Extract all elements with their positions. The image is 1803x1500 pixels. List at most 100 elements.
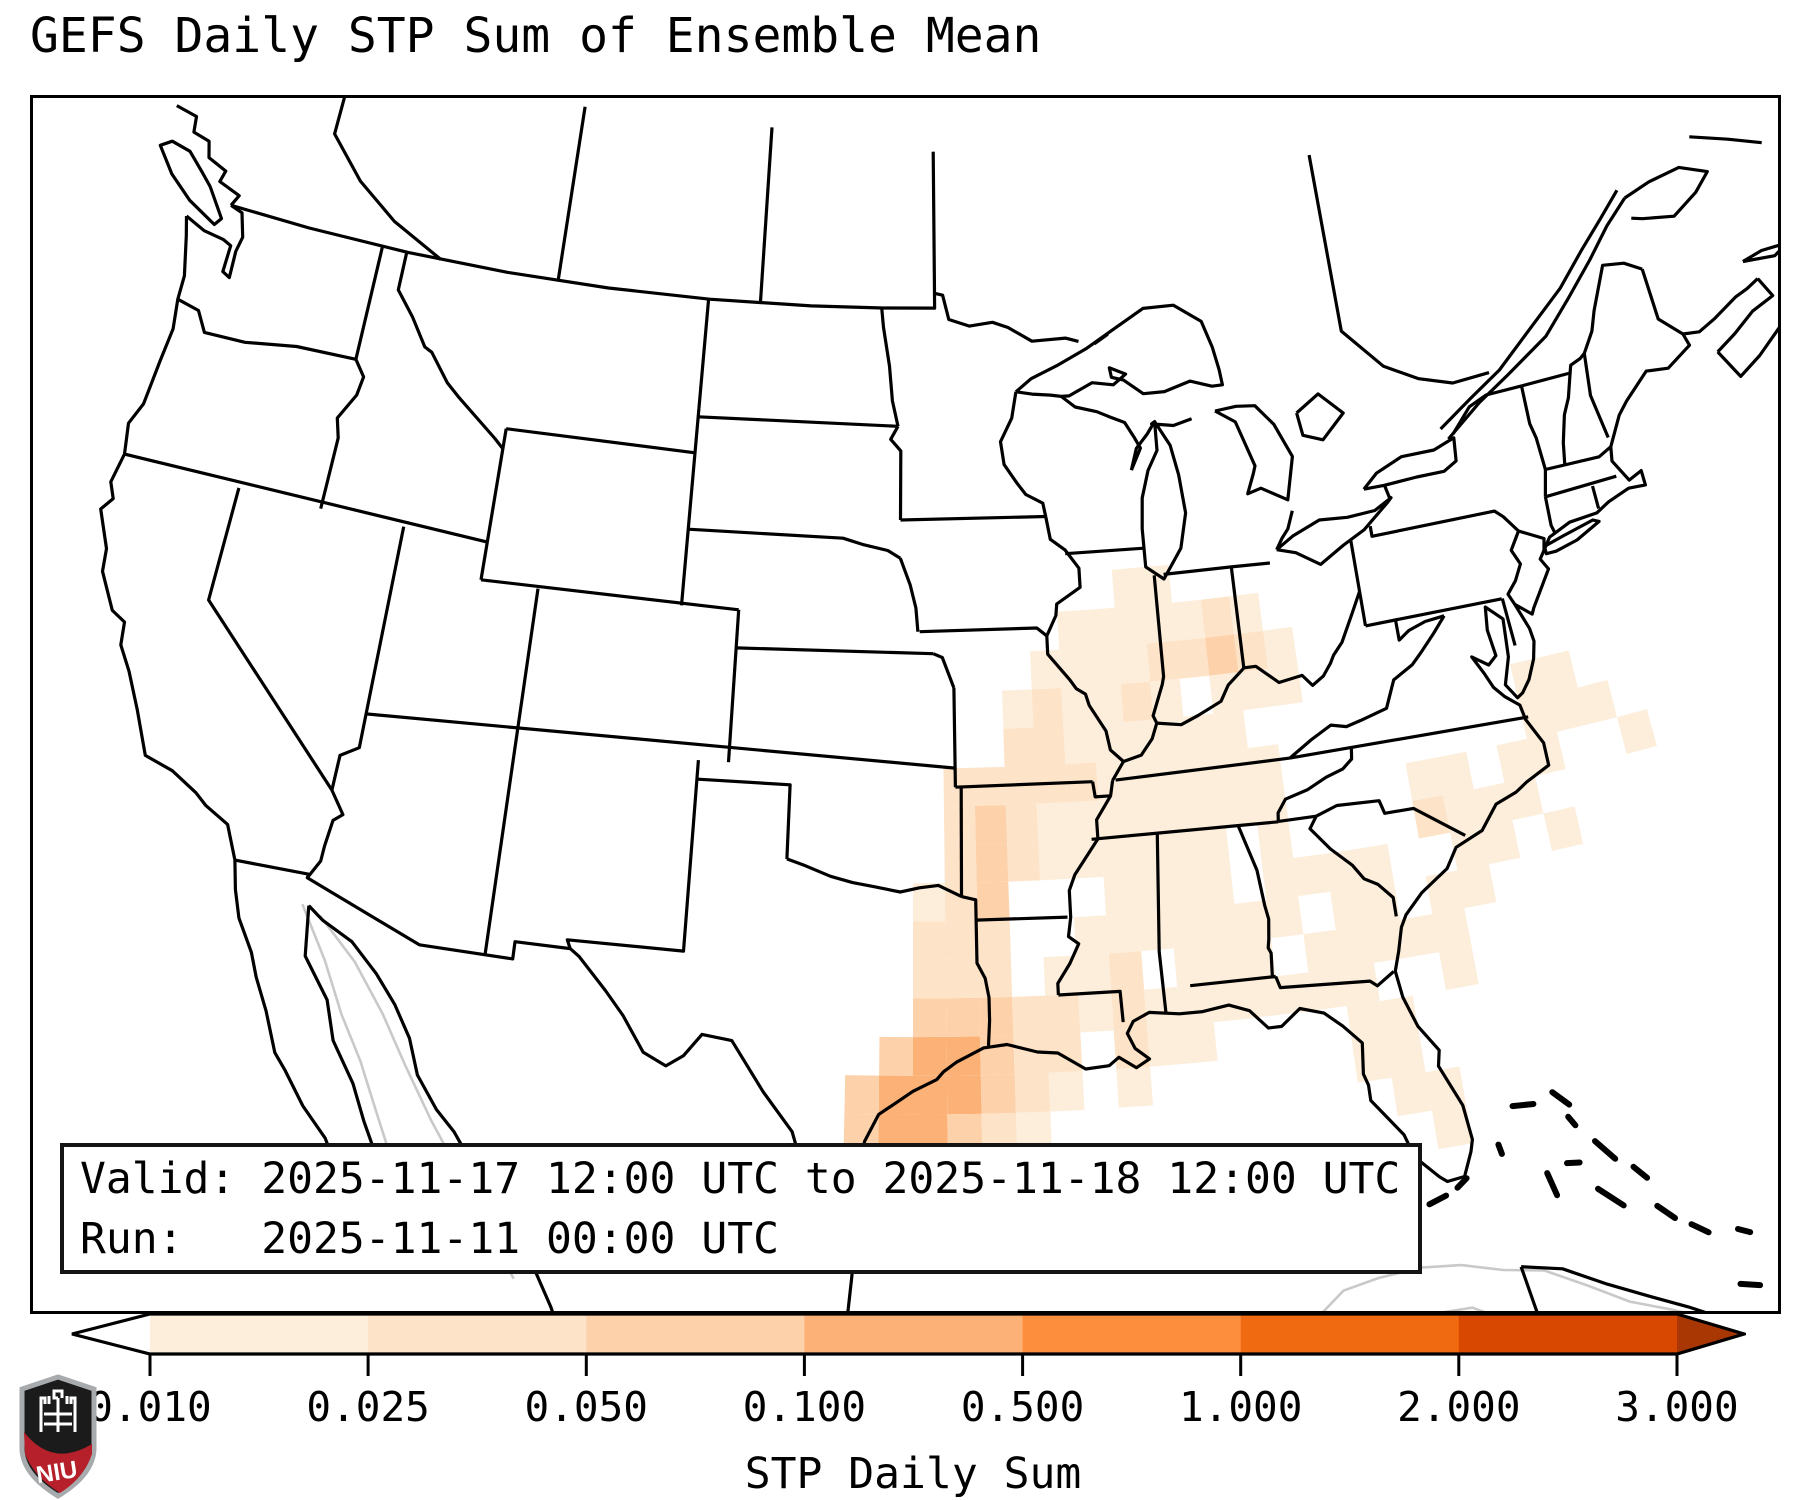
coastline-coarse bbox=[1322, 1263, 1684, 1311]
stp-heatmap-cell bbox=[1221, 786, 1258, 828]
valid-run-box: Valid: 2025-11-17 12:00 UTC to 2025-11-1… bbox=[60, 1143, 1422, 1274]
stp-heatmap-cell bbox=[1577, 680, 1617, 725]
stp-heatmap-cell bbox=[1213, 710, 1248, 752]
stp-heatmap-cell bbox=[1238, 938, 1276, 981]
stp-heatmap-cell bbox=[1263, 626, 1298, 669]
stp-heatmap-cell bbox=[1173, 945, 1210, 987]
boundary-line bbox=[1365, 597, 1503, 628]
boundary-line bbox=[1044, 516, 1125, 763]
boundary-line bbox=[1362, 436, 1458, 491]
stp-heatmap-cell bbox=[1048, 1071, 1085, 1112]
stp-heatmap-cell bbox=[1198, 865, 1235, 908]
boundary-line bbox=[1315, 799, 1466, 837]
boundary-line bbox=[1140, 417, 1193, 581]
boundary-line bbox=[556, 106, 587, 282]
stp-heatmap-cell bbox=[981, 1112, 1018, 1153]
boundary-line bbox=[1582, 353, 1610, 439]
stp-heatmap-cell bbox=[1123, 719, 1157, 761]
stp-heatmap-cell bbox=[1160, 792, 1195, 834]
stp-heatmap-cell bbox=[1129, 795, 1164, 837]
stp-heatmap-cell bbox=[1153, 716, 1188, 758]
boundary-line bbox=[931, 151, 937, 294]
colorbar-tick-label: 0.050 bbox=[524, 1383, 648, 1431]
boundary-line bbox=[1506, 530, 1522, 606]
stp-heatmap-cell bbox=[1450, 826, 1489, 871]
boundary-line bbox=[1289, 715, 1529, 760]
page-title: GEFS Daily STP Sum of Ensemble Mean bbox=[30, 8, 1042, 64]
stp-heatmap-cell bbox=[1030, 649, 1062, 690]
boundary-line bbox=[1295, 392, 1345, 442]
stp-heatmap-cell bbox=[913, 998, 947, 1038]
boundary-line bbox=[1111, 760, 1125, 782]
colorbar-tick-label: 1.000 bbox=[1178, 1383, 1303, 1431]
stp-heatmap-cell bbox=[1098, 798, 1133, 839]
stp-heatmap-cell bbox=[1108, 951, 1145, 992]
stp-heatmap-cell bbox=[1005, 803, 1039, 844]
island-dash bbox=[1565, 1113, 1579, 1129]
colorbar-over-arrow bbox=[1677, 1314, 1744, 1354]
boundary-line bbox=[1288, 614, 1446, 760]
boundary-line bbox=[1091, 820, 1279, 841]
stp-heatmap-cell bbox=[1435, 751, 1474, 796]
stp-heatmap-cell bbox=[1166, 869, 1203, 911]
stp-heatmap-cell bbox=[946, 1036, 981, 1076]
boundary-line bbox=[1447, 197, 1627, 441]
stp-heatmap-cell bbox=[1539, 650, 1578, 695]
stp-heatmap-cell bbox=[1076, 953, 1112, 994]
stp-heatmap-cell bbox=[1180, 1022, 1218, 1064]
stp-heatmap-cell bbox=[1036, 802, 1070, 843]
boundary-line bbox=[1091, 780, 1115, 799]
stp-heatmap-cell bbox=[945, 959, 980, 999]
boundary-line bbox=[898, 557, 920, 632]
boundary-line bbox=[207, 487, 345, 879]
boundary-line bbox=[1155, 834, 1168, 1013]
boundary-line bbox=[1065, 546, 1145, 556]
boundary-line bbox=[786, 857, 963, 899]
stp-heatmap-cell bbox=[1183, 713, 1218, 755]
stp-heatmap-cell bbox=[979, 1035, 1015, 1076]
stp-heatmap-cell bbox=[1014, 1072, 1051, 1113]
boundary-line bbox=[396, 251, 505, 450]
boundary-line bbox=[698, 415, 899, 428]
colorbar-tick-label: 3.000 bbox=[1615, 1383, 1739, 1431]
boundary-line bbox=[1349, 539, 1368, 627]
boundary-line bbox=[1122, 590, 1362, 764]
boundary-line bbox=[900, 514, 1046, 522]
boundary-line bbox=[1274, 970, 1395, 990]
stp-heatmap-cell bbox=[975, 843, 1009, 883]
boundary-line bbox=[330, 526, 406, 791]
boundary-line bbox=[1190, 974, 1276, 988]
island-dash bbox=[1495, 1141, 1505, 1157]
stp-heatmap-cell bbox=[878, 1075, 913, 1115]
colorbar-tick-label: 0.025 bbox=[306, 1383, 430, 1431]
island-dash bbox=[1592, 1138, 1619, 1162]
boundary-line bbox=[185, 203, 245, 280]
stp-heatmap-cell bbox=[1103, 874, 1139, 916]
stp-heatmap-cell bbox=[1111, 989, 1148, 1031]
colorbar-segment bbox=[150, 1314, 369, 1354]
stp-heatmap-cell bbox=[1012, 995, 1047, 1036]
boundary-line bbox=[1682, 277, 1759, 336]
stp-heatmap-cell bbox=[913, 883, 946, 922]
stp-heatmap-cell bbox=[1156, 754, 1191, 796]
stp-heatmap-cell bbox=[1085, 607, 1118, 648]
island-dash bbox=[1630, 1163, 1651, 1181]
boundary-line bbox=[505, 427, 696, 455]
boundary-line bbox=[1590, 485, 1601, 509]
us-map bbox=[99, 98, 1778, 1311]
niu-castle-icon bbox=[39, 1389, 77, 1432]
boundary-line bbox=[889, 425, 903, 521]
boundary-line bbox=[333, 98, 442, 261]
stp-heatmap-cell bbox=[1439, 946, 1479, 991]
island-dash bbox=[1737, 1280, 1764, 1289]
boundary-line bbox=[354, 246, 385, 360]
stp-heatmap-cell bbox=[976, 881, 1010, 921]
boundary-line bbox=[230, 203, 1079, 343]
boundary-line bbox=[880, 307, 900, 427]
boundary-line bbox=[1014, 303, 1224, 398]
stp-heatmap-cell bbox=[1117, 643, 1151, 684]
boundary-line bbox=[998, 391, 1048, 517]
boundary-line bbox=[1060, 395, 1142, 471]
boundary-line bbox=[1229, 566, 1246, 668]
boundary-line bbox=[1307, 154, 1490, 385]
